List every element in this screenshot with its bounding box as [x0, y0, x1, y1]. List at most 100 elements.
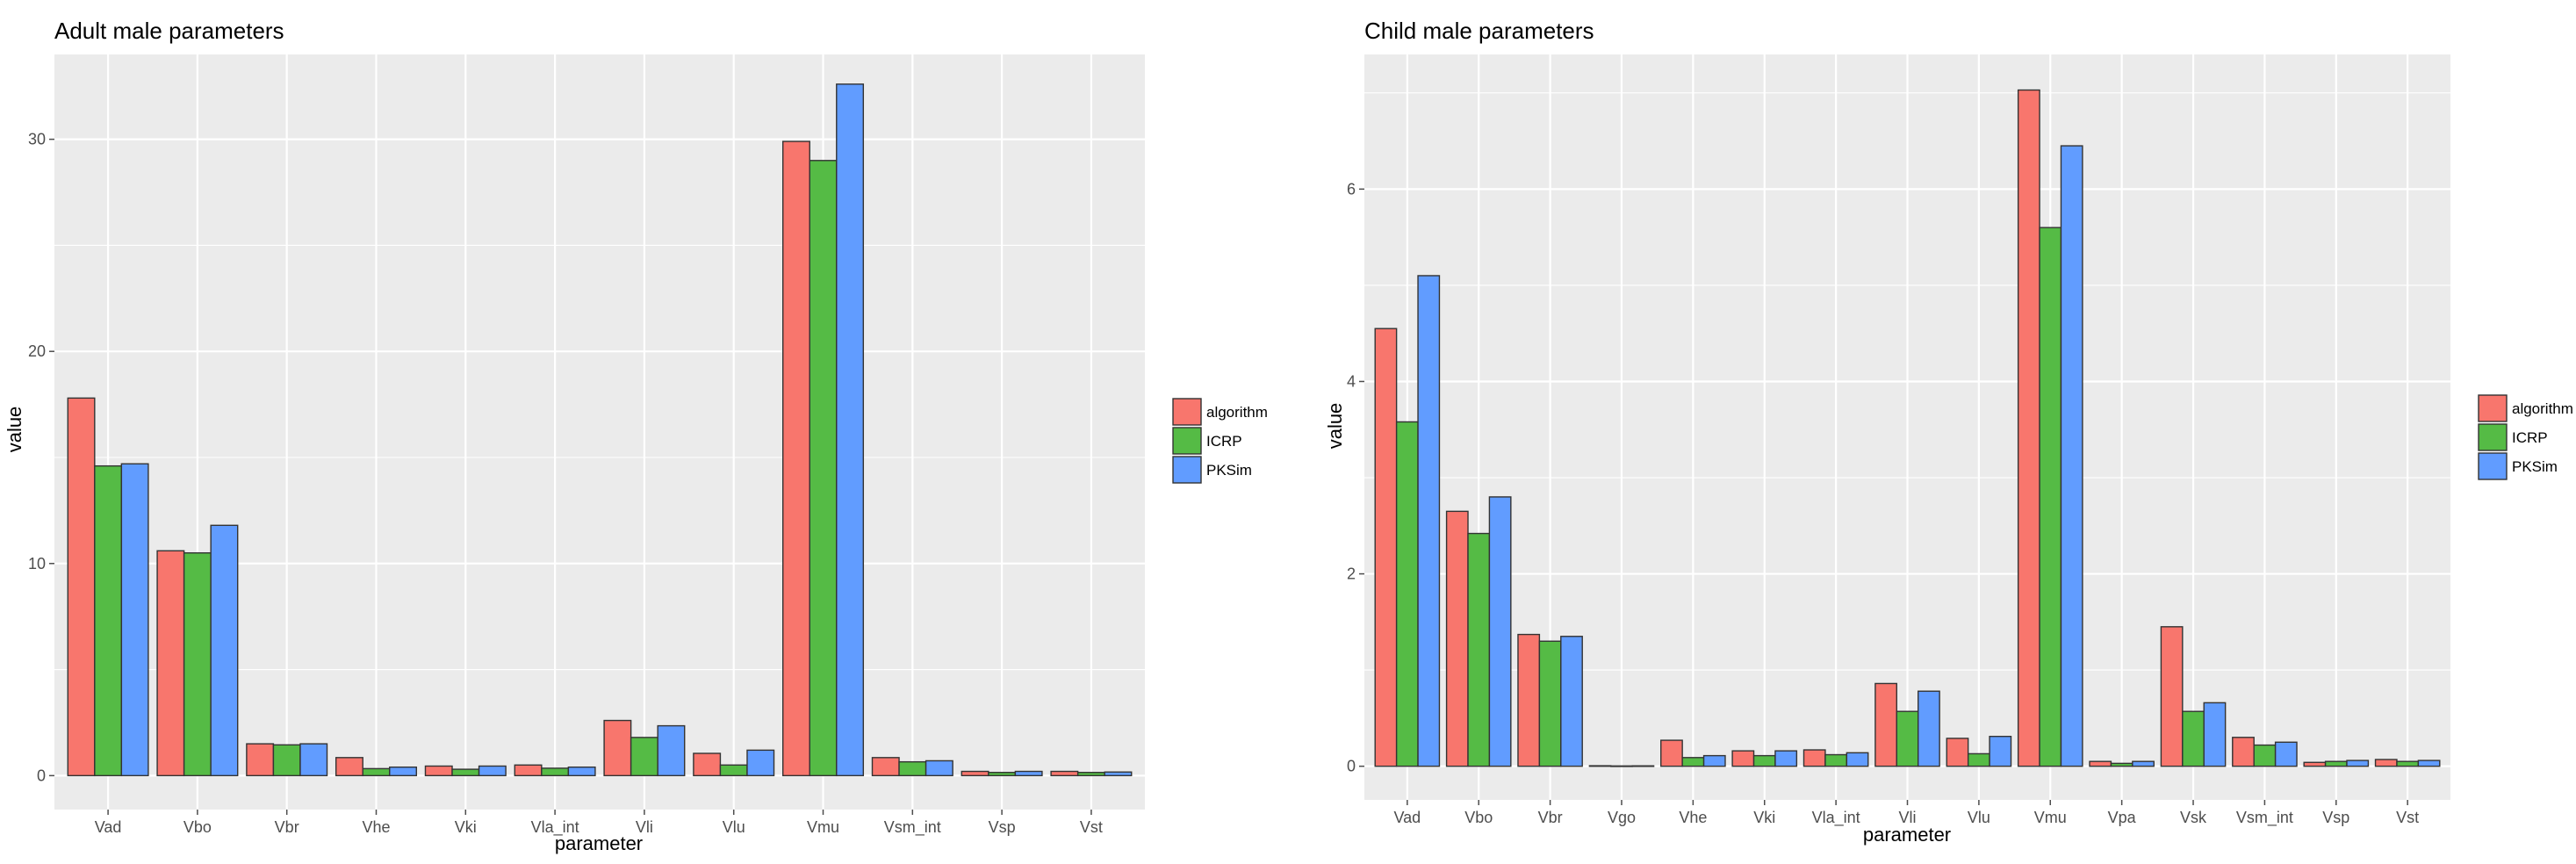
legend-label: algorithm	[2512, 400, 2573, 417]
x-tick-label: Vlu	[1968, 809, 1990, 826]
child-chart: Child male parameters value parameter 0 2…	[1324, 18, 2573, 846]
bar-pksim-vpa	[2132, 760, 2155, 767]
bar-pksim-vmu	[836, 83, 865, 777]
bar-algorithm-vki	[424, 765, 453, 777]
bar-pksim-vbr	[299, 743, 328, 777]
bar-pksim-vst	[1104, 771, 1133, 777]
bar-algorithm-vmu	[781, 140, 810, 777]
x-tick-label: Vpa	[2108, 809, 2137, 826]
bar-icrp-vmu	[2039, 227, 2062, 767]
y-axis-title: value	[4, 407, 25, 453]
x-tick-label: Vki	[455, 818, 477, 836]
bar-icrp-vsm_int	[898, 760, 927, 777]
x-tick-label: Vhe	[362, 818, 390, 836]
x-tick-label: Vli	[1898, 809, 1916, 826]
legend-swatch	[2478, 423, 2508, 451]
chart-title: Adult male parameters	[54, 18, 284, 44]
bar-pksim-vsp	[1014, 770, 1043, 777]
x-tick-label: Vst	[2396, 809, 2419, 826]
x-tick-label: Vad	[1393, 809, 1421, 826]
x-tick-label: Vbo	[1464, 809, 1493, 826]
y-tick-label: 4	[1347, 372, 1356, 390]
bar-algorithm-vli	[603, 719, 632, 777]
bar-icrp-vad	[94, 464, 123, 777]
y-tick-label: 0	[37, 767, 46, 784]
y-tick-label: 0	[1347, 758, 1356, 775]
bar-icrp-vbo	[183, 551, 212, 777]
bar-pksim-vlu	[746, 749, 775, 777]
bar-algorithm-vsp	[2303, 761, 2327, 767]
legend-label: ICRP	[2512, 429, 2548, 446]
legend-label: PKSim	[2512, 458, 2558, 475]
bar-algorithm-vst	[2374, 759, 2398, 767]
legend-swatch	[1172, 398, 1202, 426]
x-tick-label: Vsp	[989, 818, 1016, 836]
y-tick-label: 6	[1347, 180, 1356, 198]
x-tick-label: Vsp	[2322, 809, 2349, 826]
bar-algorithm-vsk	[2160, 626, 2184, 767]
x-tick-label: Vsk	[2180, 809, 2207, 826]
legend-label: PKSim	[1206, 462, 1252, 479]
x-tick-label: Vla_int	[531, 818, 579, 837]
bar-pksim-vsm_int	[925, 760, 953, 777]
bar-pksim-vst	[2417, 760, 2441, 767]
bar-algorithm-vst	[1050, 770, 1079, 777]
bar-algorithm-vbo	[156, 550, 185, 777]
x-tick-label: Vhe	[1679, 809, 1707, 826]
bar-algorithm-vsm_int	[871, 757, 900, 777]
bar-pksim-vmu	[2060, 145, 2083, 767]
bar-icrp-vad	[1395, 421, 1419, 767]
x-axis-title: parameter	[555, 832, 643, 854]
legend-swatch	[1172, 427, 1202, 455]
bar-icrp-vla_int	[541, 767, 570, 777]
bar-algorithm-vlu	[693, 752, 722, 777]
gridlines	[1364, 54, 2450, 800]
bar-icrp-vbr	[1538, 640, 1562, 767]
bar-pksim-vki	[1774, 750, 1798, 767]
bar-pksim-vli	[657, 724, 686, 777]
bar-algorithm-vhe	[1660, 739, 1683, 767]
x-tick-label: Vsm_int	[884, 818, 941, 837]
x-tick-label: Vli	[636, 818, 653, 836]
bar-algorithm-vli	[1874, 682, 1897, 767]
y-tick-label: 30	[28, 131, 46, 148]
bar-icrp-vst	[1076, 772, 1105, 777]
bar-algorithm-vad	[67, 397, 96, 777]
bar-algorithm-vki	[1731, 750, 1755, 767]
bar-pksim-vbr	[1560, 636, 1583, 767]
bar-icrp-vst	[2396, 760, 2420, 767]
bar-algorithm-vpa	[2089, 760, 2112, 767]
bar-icrp-vla_int	[1824, 753, 1848, 767]
bar-icrp-vhe	[362, 767, 391, 777]
y-tick-label: 10	[28, 555, 46, 572]
x-tick-label: Vst	[1080, 818, 1103, 836]
bar-icrp-vki	[1752, 754, 1776, 767]
bar-algorithm-vad	[1374, 328, 1398, 767]
x-tick-label: Vla_int	[1812, 809, 1860, 827]
bar-icrp-vgo	[1610, 765, 1633, 767]
bar-algorithm-vbr	[246, 743, 275, 777]
bar-pksim-vli	[1918, 690, 1940, 767]
bar-algorithm-vbr	[1517, 633, 1541, 767]
bar-icrp-vli	[1896, 710, 1919, 767]
bar-pksim-vla_int	[1846, 752, 1869, 767]
bar-pksim-vki	[478, 765, 507, 777]
x-tick-label: Vbr	[275, 818, 299, 836]
bar-pksim-vsk	[2203, 702, 2227, 767]
bar-algorithm-vhe	[335, 757, 363, 777]
bar-icrp-vlu	[719, 764, 748, 777]
y-axis-title: value	[1324, 403, 1346, 450]
bar-algorithm-vsm_int	[2232, 737, 2255, 767]
bars	[1374, 89, 2441, 767]
bar-icrp-vbr	[272, 744, 301, 777]
x-axis-title: parameter	[1863, 824, 1951, 846]
x-tick-label: Vlu	[723, 818, 745, 836]
bar-icrp-vmu	[809, 160, 838, 777]
bar-algorithm-vmu	[2017, 89, 2040, 767]
legend: algorithm ICRP PKSim	[1172, 398, 1268, 484]
bar-algorithm-vbo	[1445, 510, 1469, 767]
bar-icrp-vsm_int	[2253, 744, 2277, 767]
bar-pksim-vsm_int	[2274, 741, 2298, 767]
legend: algorithm ICRP PKSim	[2478, 394, 2573, 480]
